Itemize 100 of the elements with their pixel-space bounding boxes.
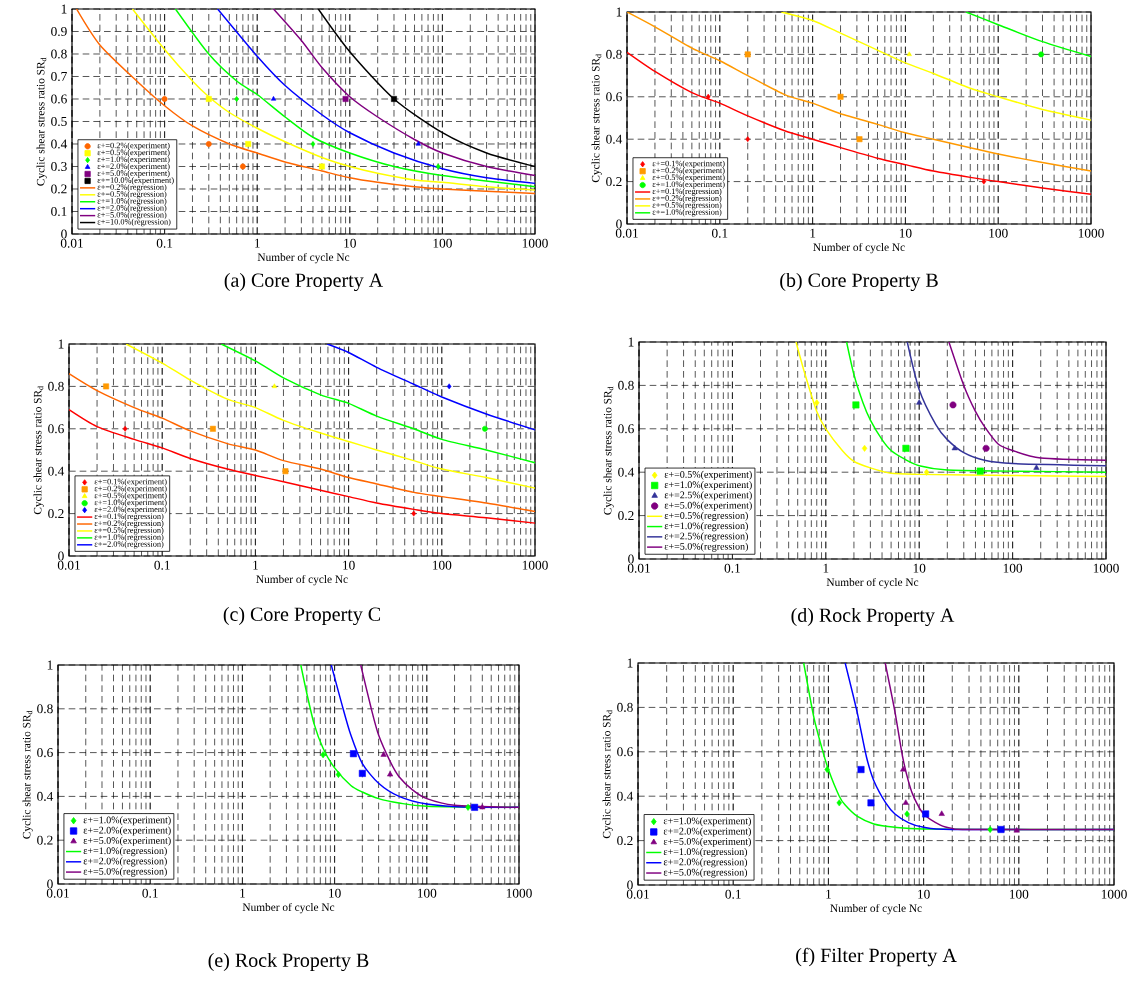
x-tick-label: 1 [253,560,258,570]
x-tick-label: 0.1 [725,889,741,899]
legend-label: ε+=1.0%(regression) [97,197,167,206]
x-tick-label: 1 [810,228,816,238]
x-tick-label: 100 [417,888,437,898]
x-tick-label: 10 [918,889,930,899]
x-tick-label: 1000 [1101,889,1127,899]
legend-label: ε+=5.0%(experiment) [663,837,751,847]
x-tick-label: 0.01 [627,563,650,573]
legend-label: ε+=1.0%(experiment) [663,817,751,827]
text: (f) Filter Property A [796,947,957,967]
x-axis-title: Number of cycle Nc [256,574,348,586]
x-tick-label: 10 [343,560,355,570]
y-tick-label: 0.6 [606,92,622,102]
x-tick-label: 10 [344,238,356,248]
y-tick-label: 0.6 [51,94,67,104]
text: (b) Core Property B [780,272,938,292]
x-tick-label: 100 [1009,889,1029,899]
legend-label: ε+=1.0%(regression) [83,847,167,857]
x-tick-label: 100 [432,560,452,570]
x-tick-label: 1000 [522,238,548,248]
legend-label: ε+=0.5%(experiment) [94,492,167,500]
legend-label: ε+=0.5%(regression) [94,527,164,535]
legend-label: ε+=5.0%(experiment) [97,170,170,178]
legend-label: ε+=2.0%(regression) [663,858,748,868]
y-tick-label: 0.2 [617,836,633,846]
legend-label: ε+=1.0%(regression) [663,848,748,858]
legend-label: ε+=5.0%(regression) [83,867,167,877]
x-tick-label: 1000 [522,560,548,570]
x-tick-label: 0.1 [142,888,158,898]
y-tick-label: 0.8 [617,702,633,712]
legend-label: ε+=0.5%(experiment) [97,149,170,157]
x-tick-label: 0.01 [615,228,638,238]
legend-label: ε+=2.0%(experiment) [83,826,171,836]
y-tick-label: 0.4 [606,134,623,144]
x-tick-label: 100 [989,228,1008,238]
y-tick-label: 0.6 [48,424,64,434]
x-tick-label: 1 [826,889,831,899]
legend-label: ε+=0.1%(experiment) [94,478,167,487]
x-tick-label: 10 [329,888,341,898]
legend-label: ε+=0.2%(regression) [94,520,164,528]
y-tick-label: 1 [47,660,53,670]
y-tick-label: 0.8 [48,381,64,391]
y-tick-label: 0.8 [618,380,634,390]
y-tick-label: 0.4 [51,139,68,149]
y-tick-label: 0.7 [51,71,67,82]
legend-label: ε+=1.0%(experiment) [652,181,725,189]
y-tick-label: 0.1 [51,206,67,217]
legend-label: ε+=1.0%(experiment) [97,156,170,164]
y-tick-label: 0.4 [48,466,65,476]
legend-label: ε+=5.0%(experiment) [83,836,171,846]
legend-label: ε+=5.0%(regression) [664,542,748,552]
y-tick-label: 1 [61,4,67,14]
legend-label: ε+=0.1%(experiment) [652,160,725,168]
x-tick-label: 1 [823,563,829,573]
legend-label: ε+=0.1%(regression) [652,188,722,196]
legend-label: ε+=1.0%(experiment) [83,816,171,826]
legend-label: ε+=0.5%(regression) [664,511,748,521]
legend-label: ε+=2.5%(experiment) [664,491,752,501]
y-tick-label: 0 [58,551,64,561]
x-tick-label: 0.1 [156,238,173,248]
x-tick-label: 1000 [1093,563,1119,573]
legend-label: ε+=0.5%(regression) [652,202,722,210]
y-tick-label: 1 [628,337,634,347]
x-tick-label: 1 [255,238,260,248]
x-tick-label: 1000 [1078,228,1104,238]
x-tick-label: 0.01 [626,889,649,899]
legend-label: ε+=5.0%(regression) [97,211,167,220]
y-tick-label: 0 [628,554,634,564]
y-axis-title: Cyclic shear stress ratio SR$_{d}$ [33,386,44,515]
text: (e) Rock Property B [208,952,369,972]
y-tick-label: 0.4 [618,467,635,477]
y-tick-label: 0.2 [606,177,622,187]
legend-label: ε+=1.0%(regression) [664,522,748,532]
legend-label: ε+=2.0%(regression) [94,540,164,549]
y-tick-label: 0.5 [51,116,67,127]
y-tick-label: 1 [58,339,64,349]
x-tick-label: 0.01 [60,238,83,248]
x-axis-title: Number of cycle Nc [826,577,919,589]
y-axis-title: Cyclic shear stress ratio SR$_{d}$ [36,57,47,186]
x-tick-label: 0.01 [57,560,80,570]
legend-label: ε+=5.0%(experiment) [664,501,752,511]
legend-label: ε+=0.5%(experiment) [652,174,725,182]
y-tick-label: 0 [47,879,53,889]
legend-label: ε+=0.5%(regression) [97,190,167,199]
y-tick-label: 0.8 [51,49,67,59]
legend-label: ε+=2.0%(experiment) [94,506,167,514]
text: (a) Core Property A [224,272,384,292]
y-tick-label: 0.2 [48,509,64,519]
y-tick-label: 0.4 [617,791,634,801]
legend-label: ε+=2.0%(experiment) [97,163,170,171]
x-tick-label: 10 [913,563,926,573]
y-tick-label: 0.2 [51,184,67,194]
text: (c) Core Property C [223,606,381,626]
y-tick-label: 1 [627,658,633,668]
legend-label: ε+=0.2%(regression) [97,184,167,192]
legend-label: ε+=0.2%(experiment) [97,142,170,150]
y-tick-label: 0.2 [37,835,53,845]
x-tick-label: 0.1 [154,560,170,570]
legend-label: ε+=1.0%(experiment) [664,481,752,491]
